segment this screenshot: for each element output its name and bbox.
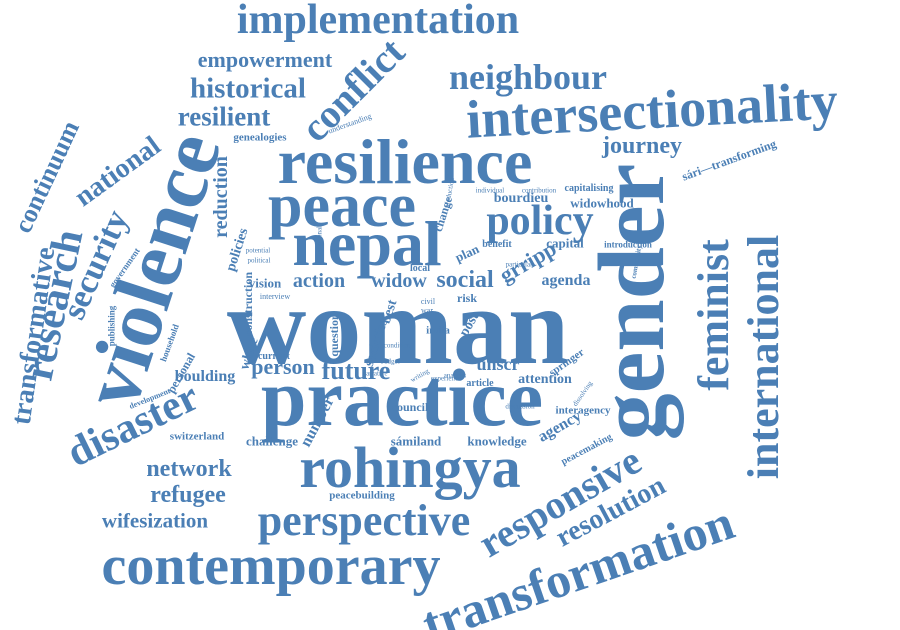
word: neighbour — [448, 57, 608, 97]
word: interagency — [555, 404, 611, 417]
word: experience — [430, 374, 462, 383]
word: sámiland — [390, 433, 442, 449]
word: action — [292, 270, 346, 292]
word: contemporary — [101, 535, 441, 597]
word: analysis — [443, 371, 467, 380]
word: war — [421, 306, 433, 315]
word: future — [321, 356, 391, 385]
word: vision — [248, 275, 282, 291]
word: benefit — [482, 239, 512, 250]
word: challenge — [246, 433, 298, 449]
word: introduction — [604, 239, 652, 250]
word: attention — [518, 372, 572, 387]
word: unscr — [476, 354, 520, 374]
word: civil — [420, 297, 436, 306]
word: peace — [267, 172, 417, 240]
word: publishing — [106, 305, 117, 347]
word: peacebuilding — [329, 489, 395, 502]
word: bourdieu — [493, 191, 549, 206]
word: potential — [245, 246, 271, 255]
word: current — [257, 351, 291, 362]
word: capital — [546, 235, 584, 251]
word: contribution — [521, 186, 557, 195]
word: emotional — [315, 226, 324, 254]
word: local — [410, 263, 430, 274]
word: individual — [475, 186, 505, 195]
word: widowhood — [570, 195, 634, 211]
word: resilience — [277, 126, 533, 197]
word: journey — [602, 133, 682, 159]
word: resilient — [177, 101, 271, 132]
word: sári—transforming — [679, 136, 779, 184]
word: genealogies — [233, 131, 287, 144]
word: refugee — [150, 482, 226, 508]
word: boulding — [174, 368, 236, 385]
word: person — [251, 354, 315, 379]
word: knowledge — [467, 433, 527, 449]
word: discussion — [505, 402, 535, 411]
word: network — [146, 456, 232, 482]
word: india — [426, 324, 450, 337]
word: international — [739, 234, 788, 480]
word: implementation — [236, 0, 520, 43]
word: reduction — [210, 156, 232, 238]
word: wifesization — [101, 508, 209, 533]
word: construction — [241, 272, 255, 336]
word: particular — [505, 260, 533, 269]
word: capitalising — [564, 183, 614, 194]
word: widow — [371, 270, 427, 292]
word: social — [436, 267, 494, 293]
word: question — [327, 313, 341, 357]
word: practice — [260, 352, 544, 443]
word: plan — [452, 241, 482, 265]
word: perspective — [257, 496, 471, 545]
word: feminist — [689, 239, 738, 391]
word: interview — [259, 292, 291, 301]
word: empowerment — [197, 47, 333, 72]
word: narrative — [362, 369, 388, 378]
word: continuum — [8, 116, 86, 238]
word: article — [466, 378, 494, 389]
word: switzerland — [169, 430, 225, 443]
word: risk — [456, 291, 478, 305]
word: budget — [380, 357, 400, 366]
word: rohingya — [299, 435, 521, 500]
word: political — [247, 256, 271, 265]
word: nepal — [292, 208, 442, 279]
word: woman — [226, 265, 570, 387]
word: policy — [486, 198, 594, 244]
word: condition — [383, 341, 411, 350]
word: historical — [190, 72, 306, 105]
word: council — [391, 400, 429, 414]
word: agenda — [541, 272, 591, 289]
